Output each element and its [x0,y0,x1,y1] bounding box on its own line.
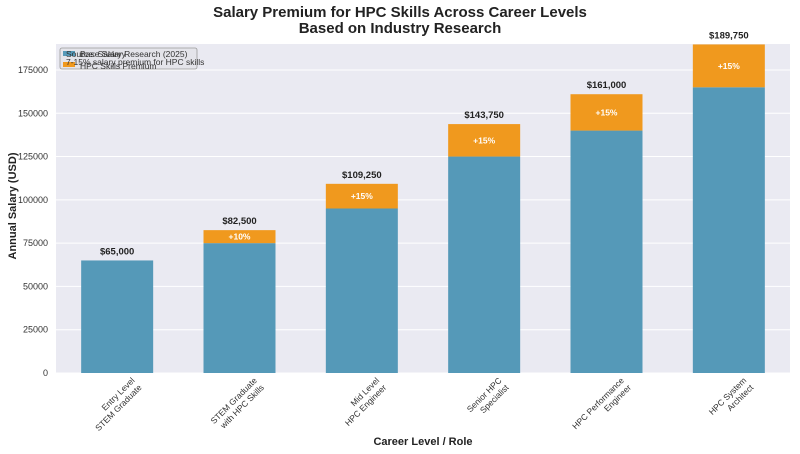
total-label: $65,000 [100,246,134,257]
legend-premium-swatch [63,62,75,67]
premium-label: +10% [229,232,251,242]
premium-label: +15% [596,107,618,117]
bars [81,44,765,373]
annotation-source: Source: Salary Research (2025) [66,49,188,59]
bar-premium [692,44,765,88]
grid-lines [56,69,790,374]
data-labels: $65,000 +10% $82,500 +15% $109,250 +15% $143,7… [100,30,749,257]
total-label: $161,000 [587,80,627,91]
x-tick-label: Senior HPCSpecialist [465,375,511,421]
bar-base [448,156,521,373]
y-tick-label: 50000 [23,281,48,291]
legend-base-label: Base Salary [80,49,127,59]
bar-base [325,208,398,373]
total-label: $189,750 [709,30,749,41]
bar-base [81,260,154,373]
y-tick-label: 25000 [23,325,48,335]
legend-frame [59,47,198,70]
bar-base [203,243,276,373]
y-tick-label: 100000 [18,195,48,205]
x-tick-label: STEM Graduatewith HPC Skills [208,375,266,433]
x-axis-ticks: Entry LevelSTEM Graduate STEM Graduatewit… [86,375,756,438]
x-axis-label: Career Level / Role [373,436,473,448]
legend: Base Salary HPC Skills Premium Source: S… [59,47,204,71]
chart-title-line1: Salary Premium for HPC Skills Across Car… [213,4,587,21]
bar-base [692,87,765,373]
bar-premium [203,230,276,244]
premium-label: +15% [718,61,740,71]
x-tick-label: Mid LevelHPC Engineer [336,375,389,428]
x-tick-label: HPC SystemArchitect [707,375,756,424]
bar-premium [325,183,398,209]
y-axis-ticks: 0 25000 50000 75000 100000 125000 150000 175000 [18,65,48,378]
y-tick-label: 175000 [18,65,48,75]
premium-label: +15% [351,191,373,201]
legend-base-swatch [63,51,75,56]
total-label: $143,750 [464,110,504,121]
x-tick-label: HPC PerformanceEngineer [570,375,633,438]
chart-title-line2: Based on Industry Research [298,20,502,37]
y-tick-label: 0 [43,368,48,378]
bar-premium [570,94,643,131]
bar-premium [448,124,521,157]
y-tick-label: 125000 [18,152,48,162]
plot-background [56,44,790,373]
premium-label: +15% [473,135,495,145]
y-tick-label: 150000 [18,108,48,118]
legend-premium-label: HPC Skills Premium [80,61,157,71]
annotation-premium-note: 7-15% salary premium for HPC skills [66,57,204,67]
total-label: $109,250 [342,170,382,181]
total-label: $82,500 [222,216,256,227]
bar-base [570,130,643,373]
y-tick-label: 75000 [23,238,48,248]
x-tick-label: Entry LevelSTEM Graduate [86,375,144,433]
